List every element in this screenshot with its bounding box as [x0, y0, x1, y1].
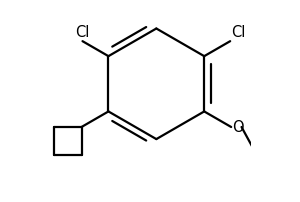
- Text: O: O: [232, 120, 244, 135]
- Text: Cl: Cl: [231, 25, 246, 40]
- Text: Cl: Cl: [75, 25, 90, 40]
